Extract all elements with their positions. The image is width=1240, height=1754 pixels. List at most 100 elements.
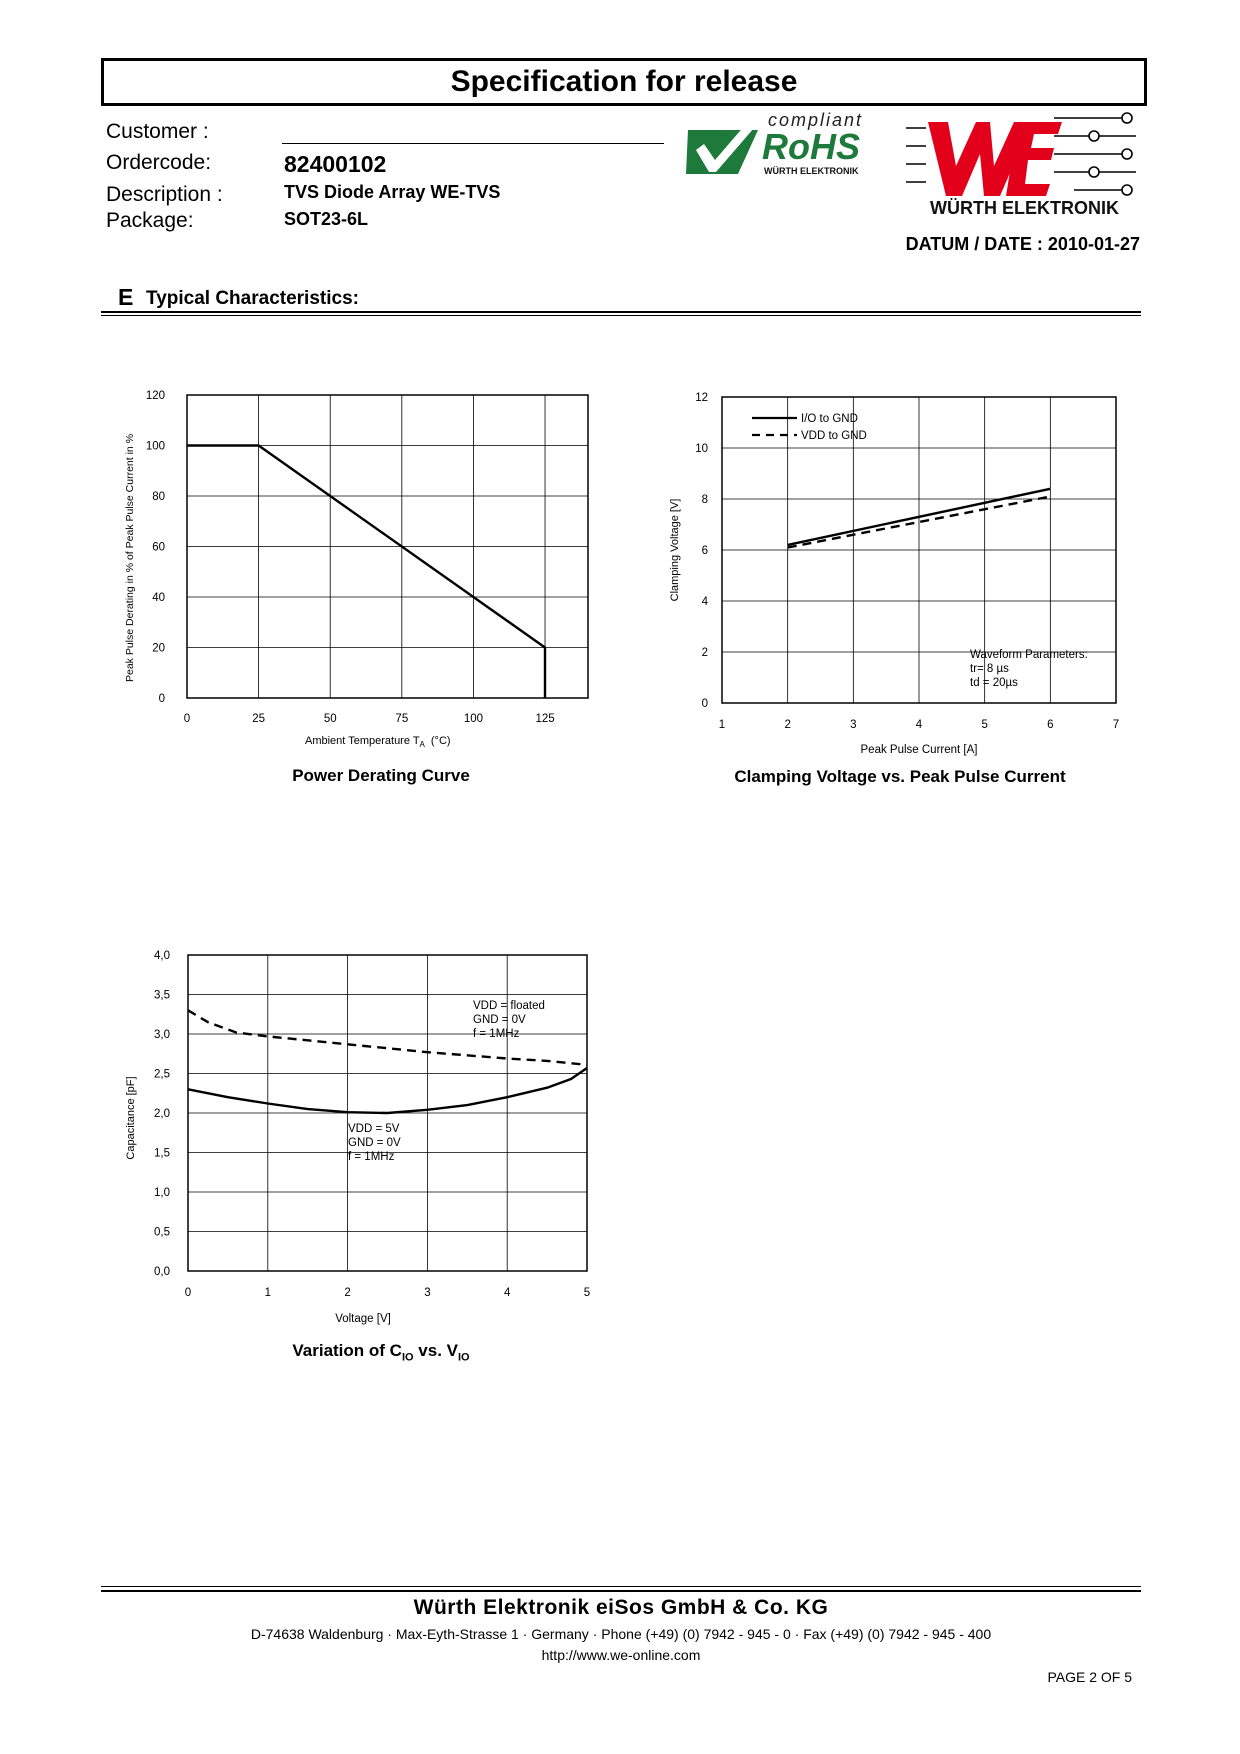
x-tick-label: 4 <box>916 719 923 731</box>
annotation-line: td = 20µs <box>970 677 1018 689</box>
y-tick-label: 2,0 <box>154 1108 170 1120</box>
annotation-line: VDD = 5V <box>348 1123 400 1135</box>
annotation-line: VDD = floated <box>473 1000 545 1012</box>
x-tick-label: 2 <box>344 1287 350 1299</box>
y-axis-label: Capacitance [pF] <box>125 1076 137 1159</box>
y-tick-label: 0 <box>159 693 165 705</box>
x-tick-label: 0 <box>185 1287 191 1299</box>
x-tick-label: 75 <box>395 713 408 725</box>
y-tick-label: 120 <box>146 390 165 402</box>
page-number: PAGE 2 OF 5 <box>1047 1669 1132 1685</box>
annotation-line: tr= 8 µs <box>970 663 1009 675</box>
wurth-elektronik-logo: WÜRTH ELEKTRONIK <box>906 112 1136 218</box>
annotation-line: Waveform Parameters: <box>970 649 1088 661</box>
footer-company: Würth Elektronik eiSos GmbH & Co. KG <box>413 1596 829 1619</box>
rohs-compliant-logo: compliant RoHS WÜRTH ELEKTRONIK <box>686 112 863 176</box>
y-tick-label: 40 <box>152 592 165 604</box>
customer-underline <box>282 143 664 144</box>
plot-frame <box>186 394 589 699</box>
x-tick-label: 50 <box>324 713 337 725</box>
date-label: DATUM / DATE : 2010-01-27 <box>905 234 1140 254</box>
y-tick-label: 20 <box>152 643 165 655</box>
chart-grid <box>722 397 1116 703</box>
x-tick-label: 100 <box>464 713 483 725</box>
rohs-checkmark-icon <box>686 124 758 174</box>
y-tick-label: 0,5 <box>154 1227 170 1239</box>
y-tick-label: 2,5 <box>154 1069 170 1081</box>
y-tick-label: 60 <box>152 542 165 554</box>
x-tick-label: 0 <box>184 713 190 725</box>
x-tick-label: 125 <box>535 713 554 725</box>
y-axis-label: Clamping Voltage [V] <box>669 499 681 602</box>
package-value: SOT23-6L <box>284 209 369 229</box>
legend-label-vdd: VDD to GND <box>801 430 867 442</box>
series-line-solid <box>187 444 547 698</box>
x-tick-label: 1 <box>265 1287 271 1299</box>
chart-grid <box>188 955 587 1271</box>
ordercode-value: 82400102 <box>284 151 387 177</box>
plot-frame <box>187 954 588 1272</box>
y-tick-label: 4 <box>702 596 709 608</box>
x-tick-label: 4 <box>504 1287 511 1299</box>
plot-frame <box>721 396 1117 704</box>
y-tick-label: 6 <box>702 545 708 557</box>
rohs-text: RoHS <box>762 126 860 167</box>
annotation-vdd5: VDD = 5V GND = 0V f = 1MHz <box>348 1123 401 1163</box>
x-tick-label: 7 <box>1113 719 1119 731</box>
waveform-annotation: Waveform Parameters: tr= 8 µs td = 20µs <box>970 649 1088 689</box>
series-line-solid <box>787 487 1051 547</box>
y-axis-label: Peak Pulse Derating in % of Peak Pulse C… <box>124 434 136 682</box>
clamping-voltage-caption: Clamping Voltage vs. Peak Pulse Current <box>734 767 1066 786</box>
y-tick-label: 3,0 <box>154 1029 170 1041</box>
y-tick-label: 8 <box>702 494 708 506</box>
x-axis-label: Voltage [V] <box>335 1313 391 1325</box>
x-tick-label: 5 <box>981 719 987 731</box>
page-title: Specification for release <box>101 58 1147 106</box>
circuit-lines-icon <box>906 112 1136 196</box>
annotation-line: GND = 0V <box>473 1014 526 1026</box>
footer-url[interactable]: http://www.we-online.com <box>541 1647 701 1663</box>
capacitance-caption: Variation of CIO vs. VIO <box>292 1341 470 1364</box>
series-line-solid <box>187 1067 588 1115</box>
package-label: Package: <box>106 209 194 232</box>
y-tick-label: 4,0 <box>154 950 170 962</box>
y-tick-label: 1,0 <box>154 1187 170 1199</box>
chart-grid <box>187 395 588 698</box>
section-letter: E <box>118 284 134 310</box>
x-axis-label: Ambient Temperature TA (°C) <box>305 735 451 749</box>
y-tick-label: 80 <box>152 491 165 503</box>
description-label: Description : <box>106 183 223 206</box>
footer-divider-bottom <box>101 1590 1141 1592</box>
we-name-text: WÜRTH ELEKTRONIK <box>930 198 1119 218</box>
description-value: TVS Diode Array WE-TVS <box>284 182 501 202</box>
legend-label-io: I/O to GND <box>801 413 858 425</box>
footer-address: D-74638 Waldenburg · Max-Eyth-Strasse 1 … <box>250 1626 992 1642</box>
power-derating-caption: Power Derating Curve <box>292 766 470 785</box>
rohs-sub-text: WÜRTH ELEKTRONIK <box>764 166 859 176</box>
footer-divider-top <box>101 1586 1141 1587</box>
section-title: Typical Characteristics: <box>146 288 359 309</box>
y-tick-label: 0 <box>702 698 708 710</box>
annotation-line: GND = 0V <box>348 1137 401 1149</box>
annotation-line: f = 1MHz <box>348 1151 395 1163</box>
x-tick-label: 5 <box>584 1287 590 1299</box>
y-tick-label: 12 <box>695 392 708 404</box>
annotation-line: f = 1MHz <box>473 1028 520 1040</box>
x-tick-label: 2 <box>784 719 790 731</box>
section-divider-top <box>101 311 1141 313</box>
y-tick-label: 2 <box>702 647 708 659</box>
customer-label: Customer : <box>106 120 209 143</box>
capacitance-chart: 0,0 0,5 1,0 1,5 2,0 2,5 3,0 3,5 4,0 0 1 2 3 4 5 VDD =… <box>125 950 590 1325</box>
ordercode-label: Ordercode: <box>106 151 212 174</box>
chart-legend: I/O to GND VDD to GND <box>752 413 867 442</box>
x-tick-label: 1 <box>719 719 725 731</box>
y-tick-label: 100 <box>146 441 165 453</box>
power-derating-chart: 0 20 40 60 80 100 120 0 25 50 75 100 125 Ambient Te… <box>124 390 589 749</box>
y-tick-label: 3,5 <box>154 990 170 1002</box>
y-tick-label: 10 <box>695 443 708 455</box>
annotation-floated: VDD = floated GND = 0V f = 1MHz <box>473 1000 545 1040</box>
x-tick-label: 6 <box>1047 719 1053 731</box>
rohs-compliant-text: compliant <box>768 112 863 130</box>
x-tick-label: 25 <box>252 713 265 725</box>
